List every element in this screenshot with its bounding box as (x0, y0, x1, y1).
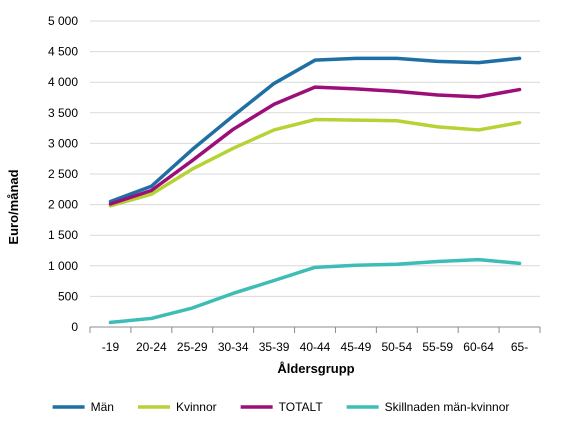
y-tick-label: 1 500 (48, 228, 78, 242)
x-tick-label: 65- (511, 340, 528, 354)
x-axis (89, 326, 541, 333)
legend-label: Kvinnor (176, 400, 217, 414)
legend-label: TOTALT (279, 400, 324, 414)
y-tick-label: 0 (71, 320, 78, 334)
y-tick-label: 4 000 (48, 75, 78, 89)
y-tick-label: 5 000 (48, 14, 78, 28)
y-tick-label: 2 000 (48, 198, 78, 212)
y-tick-label: 4 500 (48, 45, 78, 59)
x-tick-label: 20-24 (136, 340, 167, 354)
y-tick-label: 500 (58, 289, 78, 303)
series-lines (108, 56, 522, 325)
x-tick-label: 50-54 (381, 340, 412, 354)
x-axis-title: Åldersgrupp (277, 361, 354, 376)
y-axis-ticks: 0 500 1 000 1 500 2 000 2 500 3 000 3 500 4 000 4… (48, 14, 78, 334)
x-tick-label: 35-39 (259, 340, 290, 354)
x-tick-label: 45-49 (341, 340, 372, 354)
y-tick-label: 3 000 (48, 136, 78, 150)
series-line-4 (108, 257, 522, 325)
y-axis-title: Euro/månad (6, 169, 21, 244)
x-axis-ticks: -19 20-24 25-29 30-34 35-39 40-44 45-49 50-54 55… (102, 340, 528, 354)
x-tick-label: 60-64 (463, 340, 494, 354)
x-tick-label: -19 (102, 340, 120, 354)
series-line-2 (108, 117, 522, 208)
legend-label: Skillnaden män-kvinnor (385, 400, 510, 414)
series-line-3 (108, 85, 522, 206)
gridlines (90, 20, 540, 297)
y-tick-label: 1 000 (48, 259, 78, 273)
x-tick-label: 30-34 (218, 340, 249, 354)
x-tick-label: 25-29 (177, 340, 208, 354)
x-tick-label: 40-44 (300, 340, 331, 354)
x-tick-label: 55-59 (422, 340, 453, 354)
legend-label: Män (91, 400, 114, 414)
series-line-1 (108, 56, 522, 204)
y-tick-label: 3 500 (48, 106, 78, 120)
y-tick-label: 2 500 (48, 167, 78, 181)
legend: Män Kvinnor TOTALT Skillnaden män-kvinnor (52, 400, 510, 414)
